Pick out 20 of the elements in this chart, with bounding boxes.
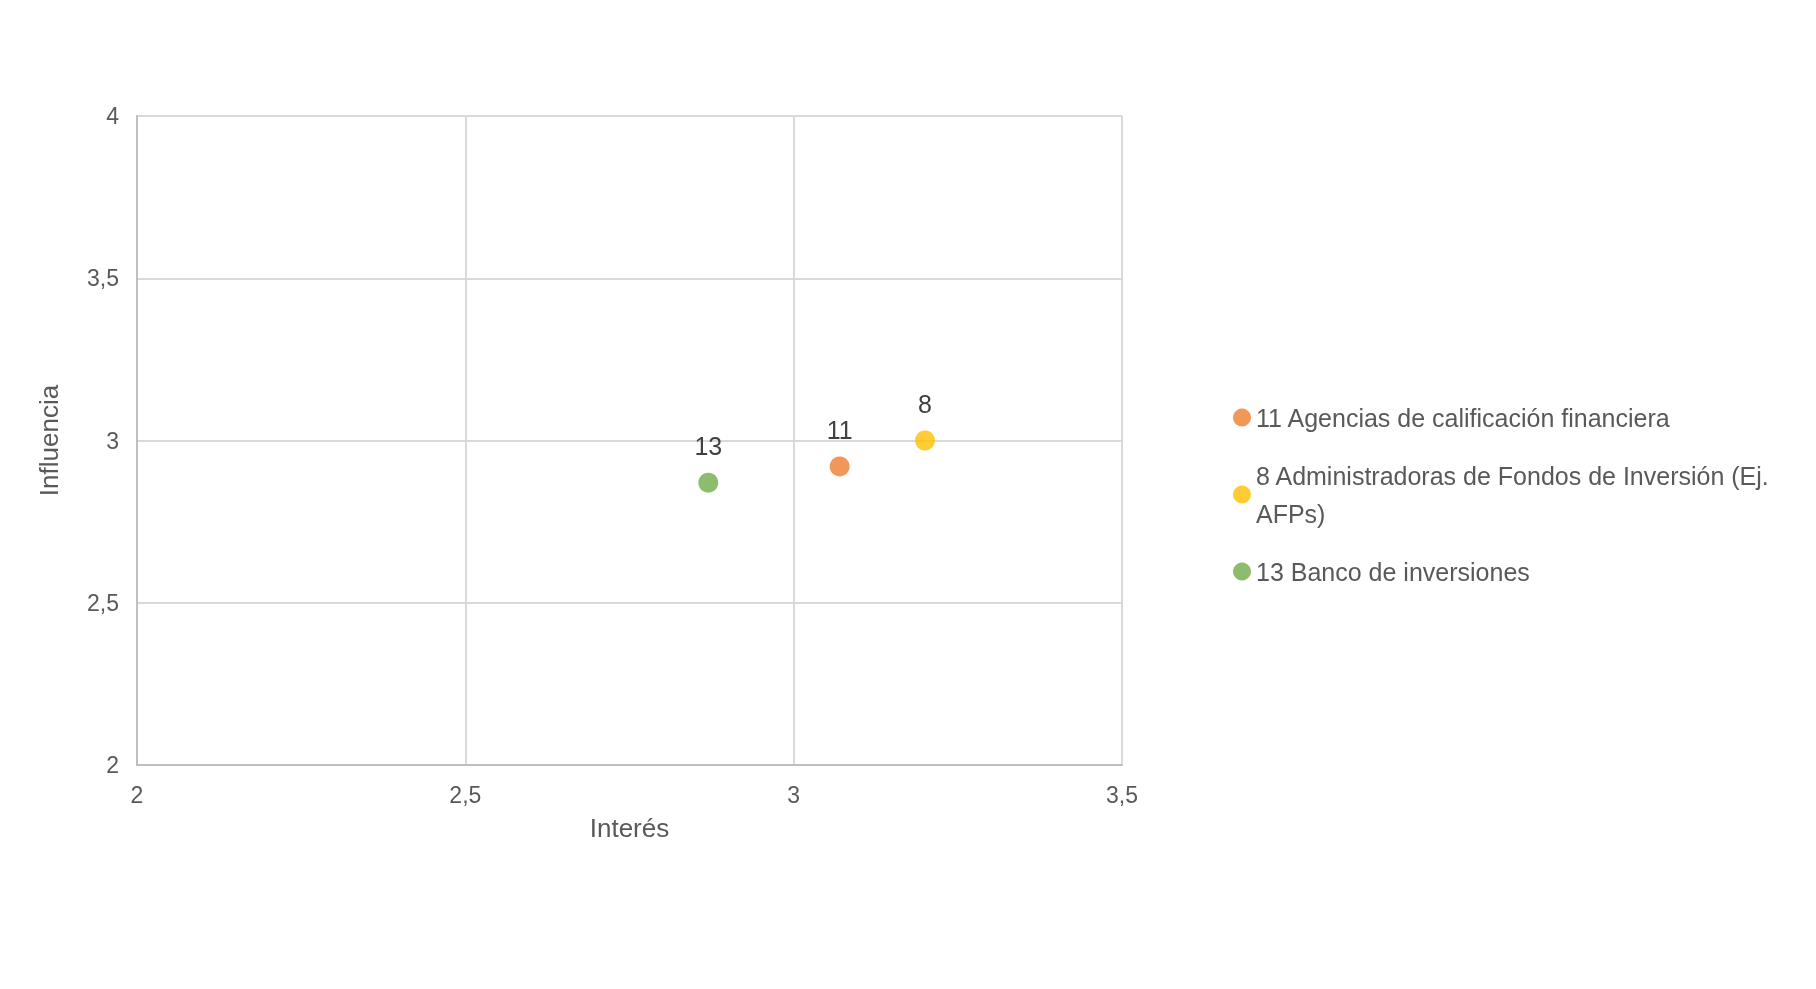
- x-tick-label: 2,5: [449, 781, 482, 808]
- annotation: 13: [694, 432, 723, 461]
- x-tick-label: 3: [787, 781, 801, 808]
- legend-label: 11 Agencias de calificación financiera: [1256, 403, 1670, 432]
- y-tick-label: 4: [106, 103, 120, 129]
- point: [915, 430, 935, 451]
- x-tick-label: 3,5: [1106, 781, 1138, 808]
- point: [698, 472, 719, 493]
- y-tick-label: 3: [106, 427, 119, 454]
- y-axis-title: Influencia: [34, 384, 64, 497]
- x-axis-title: Interés: [589, 813, 670, 843]
- legend-label: 8 Administradoras de Fondos de Inversión (Ej. AFPs): [1256, 461, 1776, 528]
- y-tick-label: 2: [106, 752, 119, 778]
- annotation: 11: [826, 415, 853, 444]
- legend-label: 13 Banco de inversiones: [1256, 557, 1530, 586]
- point: [829, 456, 850, 477]
- y-tick-label: 2,5: [87, 589, 119, 616]
- x-tick-label: 2: [130, 781, 144, 808]
- annotation: 8: [918, 390, 932, 418]
- y-tick-label: 3,5: [87, 265, 119, 292]
